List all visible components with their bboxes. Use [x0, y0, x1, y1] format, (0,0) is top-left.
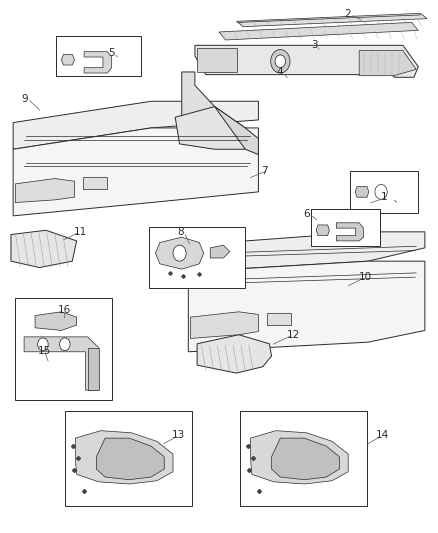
- Polygon shape: [188, 232, 425, 272]
- Polygon shape: [155, 237, 204, 269]
- Polygon shape: [182, 72, 215, 117]
- Text: 4: 4: [276, 67, 283, 77]
- Polygon shape: [35, 312, 77, 330]
- Polygon shape: [272, 438, 339, 480]
- Polygon shape: [61, 54, 74, 65]
- Text: 16: 16: [58, 305, 71, 315]
- Circle shape: [275, 55, 286, 68]
- Circle shape: [38, 338, 48, 351]
- Bar: [240, 411, 367, 506]
- Text: 2: 2: [344, 10, 350, 19]
- Text: 8: 8: [177, 227, 184, 237]
- Bar: [149, 227, 245, 288]
- Polygon shape: [237, 13, 427, 27]
- Polygon shape: [188, 261, 425, 352]
- Text: 12: 12: [287, 330, 300, 340]
- Text: 7: 7: [261, 166, 268, 175]
- Circle shape: [375, 184, 387, 199]
- Text: 1: 1: [381, 192, 388, 202]
- Text: 3: 3: [311, 41, 318, 50]
- Bar: [65, 411, 192, 506]
- Polygon shape: [215, 107, 258, 155]
- Polygon shape: [175, 107, 245, 149]
- Circle shape: [271, 50, 290, 73]
- Polygon shape: [251, 431, 348, 484]
- Bar: [267, 313, 291, 325]
- Bar: [350, 171, 418, 213]
- Text: 10: 10: [359, 272, 372, 282]
- Bar: [56, 36, 141, 76]
- Polygon shape: [359, 51, 416, 76]
- Polygon shape: [355, 187, 369, 197]
- Circle shape: [173, 245, 186, 261]
- Polygon shape: [15, 179, 74, 203]
- Text: 5: 5: [108, 49, 114, 58]
- Polygon shape: [197, 48, 237, 72]
- Polygon shape: [197, 335, 272, 373]
- Polygon shape: [219, 22, 418, 40]
- Polygon shape: [13, 101, 258, 149]
- Circle shape: [60, 338, 70, 351]
- Text: 9: 9: [21, 94, 28, 103]
- Bar: [311, 209, 380, 246]
- Bar: [83, 177, 107, 189]
- Polygon shape: [84, 52, 112, 73]
- Text: 6: 6: [304, 209, 310, 219]
- Polygon shape: [210, 245, 230, 258]
- Text: 11: 11: [74, 227, 87, 237]
- Polygon shape: [88, 348, 99, 390]
- Bar: [15, 298, 112, 400]
- Polygon shape: [13, 128, 258, 216]
- Polygon shape: [191, 312, 258, 338]
- Polygon shape: [195, 45, 418, 77]
- Polygon shape: [24, 337, 99, 390]
- Polygon shape: [11, 230, 77, 268]
- Polygon shape: [96, 438, 164, 480]
- Text: 13: 13: [172, 431, 185, 440]
- Text: 14: 14: [376, 431, 389, 440]
- Polygon shape: [316, 225, 329, 236]
- Polygon shape: [336, 223, 364, 241]
- Text: 15: 15: [38, 346, 51, 356]
- Polygon shape: [75, 431, 173, 484]
